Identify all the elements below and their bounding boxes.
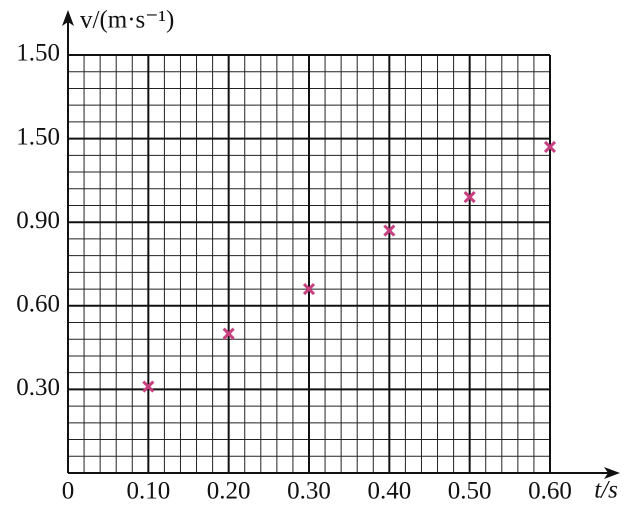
- y-axis-label: v/(m·s⁻¹): [80, 7, 174, 34]
- data-point: [543, 140, 557, 154]
- data-point: [222, 327, 235, 340]
- x-axis-label: t/s: [594, 477, 618, 504]
- x-tick-label: 0.50: [448, 478, 492, 505]
- x-tick-label: 0.40: [367, 478, 411, 505]
- x-tick-label: 0.10: [126, 478, 170, 505]
- x-tick-label: 0.20: [207, 478, 251, 505]
- data-point: [463, 191, 476, 204]
- y-tick-label: 0.90: [16, 207, 60, 234]
- x-tick-label: 0.30: [287, 478, 331, 505]
- x-tick-label: 0.60: [528, 478, 572, 505]
- data-point: [142, 380, 155, 393]
- x-tick-label: 0: [62, 478, 75, 505]
- x-axis-arrow: [604, 467, 620, 479]
- data-point: [302, 283, 316, 296]
- y-axis-arrow: [62, 10, 74, 26]
- data-point: [383, 224, 396, 237]
- y-tick-label: 1.50: [16, 123, 60, 150]
- y-tick-label: 0.60: [16, 291, 60, 318]
- y-tick-label: 1.50: [16, 40, 60, 67]
- y-tick-label: 0.30: [16, 374, 60, 401]
